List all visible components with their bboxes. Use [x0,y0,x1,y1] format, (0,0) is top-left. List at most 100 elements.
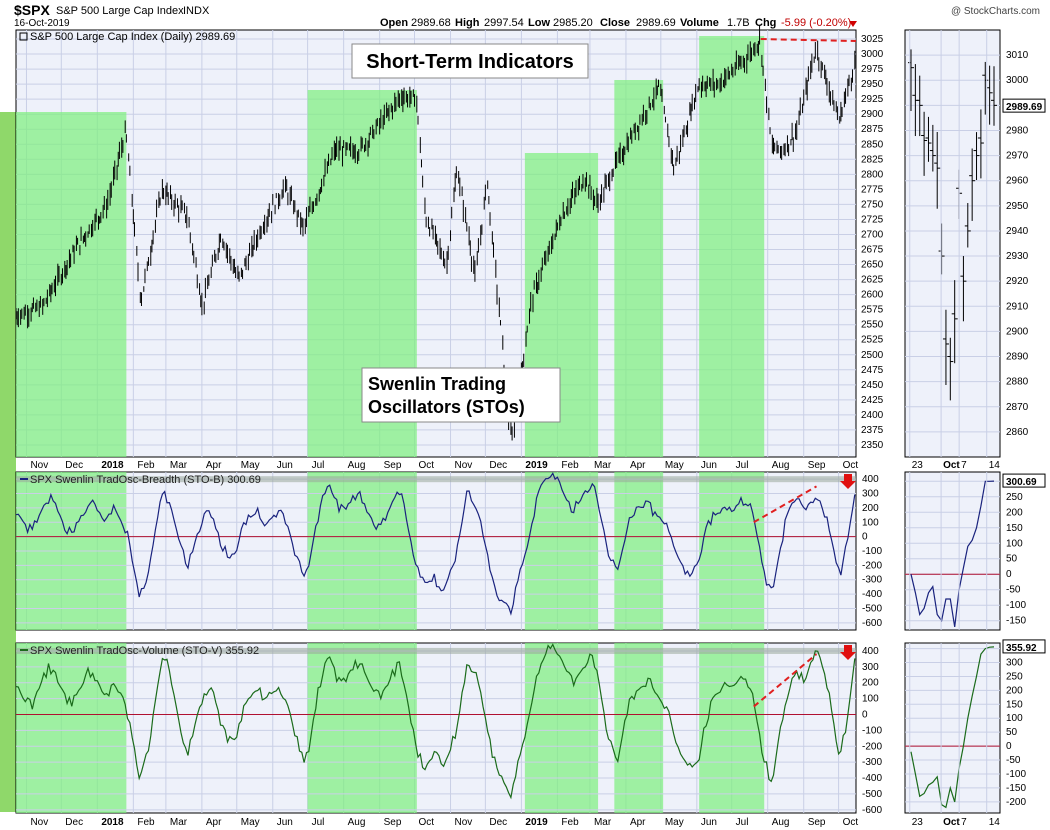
osc-tick-label: -600 [862,618,882,629]
zoom-x-tick-label: Oct [943,460,960,471]
chg-value: -5.99 (-0.20%) [781,17,851,29]
zoom-panel-1 [904,29,1001,458]
osc-tick-label: -200 [862,741,882,752]
current-value-label: 355.92 [1006,643,1037,654]
price-tick-label: 2650 [861,260,884,271]
watermark: @ StockCharts.com [951,6,1040,17]
price-tick-label: 3025 [861,34,884,45]
osc-tick-label: 100 [862,694,879,705]
x-tick-label: Apr [206,460,222,471]
date-label: 16-Oct-2019 [14,18,70,29]
price-tick-label: 2700 [861,229,884,240]
price-tick-label: 2950 [861,79,884,90]
green-zone-osc [307,643,417,813]
x-tick-label: Jul [736,817,749,828]
price-tick-label: 2600 [861,290,884,301]
zoom-tick-label: 2910 [1006,301,1029,312]
green-zone-price [699,36,765,457]
current-value-tag [1002,473,1046,488]
zoom-tick-label: 2920 [1006,276,1029,287]
price-tick-label: 2575 [861,305,884,316]
x-tick-label: Jul [312,817,325,828]
zoom-x-tick-label: 14 [989,460,1001,471]
x-tick-label: Mar [170,817,188,828]
zoom-tick-label: -150 [1006,783,1026,794]
price-tick-label: 2875 [861,124,884,135]
price-legend-icon [19,32,28,41]
osc-tick-label: 300 [862,662,879,673]
price-tick-label: 2350 [861,440,884,451]
osc-series-line [15,643,856,800]
x-tick-label: May [665,817,684,828]
zoom-tick-label: 2930 [1006,251,1029,262]
annotation-short-term: Short-Term Indicators [351,43,589,79]
price-tick-label: 2475 [861,365,884,376]
zoom-x-tick-label: 23 [912,817,924,828]
osc-tick-label: -400 [862,589,882,600]
zoom-tick-label: 2890 [1006,352,1029,363]
price-tick-label: 2800 [861,169,884,180]
osc-tick-label: 100 [862,517,879,528]
annotation-stos-line2: Oscillators (STOs) [368,397,525,417]
green-zone-price [614,80,664,457]
osc-trend-line [753,485,817,524]
price-tick-label: 2975 [861,64,884,75]
green-zone-osc [524,643,599,813]
osc-tick-label: 400 [862,474,879,485]
zoom-tick-label: 200 [1006,685,1023,696]
price-tick-label: 2550 [861,320,884,331]
zoom-tick-label: 2980 [1006,125,1029,136]
x-tick-label: Mar [594,460,612,471]
x-tick-label: 2018 [101,460,124,471]
x-tick-label: Sep [384,817,402,828]
price-tick-label: 2675 [861,245,884,256]
price-bars [15,25,856,441]
x-tick-label: Feb [137,460,155,471]
zoom-panel-2 [904,471,1001,631]
osc-tick-label: -400 [862,773,882,784]
high-value: 2997.54 [484,17,524,29]
x-tick-label: 2019 [525,460,548,471]
high-label: High [455,17,480,29]
x-tick-label: 2019 [525,817,548,828]
x-tick-label: Mar [594,817,612,828]
chg-label: Chg [755,17,776,29]
x-tick-label: Aug [772,460,790,471]
price-tick-label: 2625 [861,275,884,286]
osc-trend-line [753,653,818,708]
current-value-label: 300.69 [1006,477,1037,488]
price-tick-label: 2425 [861,395,884,406]
zoom-panel-3 [904,642,1001,814]
x-tick-label: Sep [808,460,826,471]
zoom-tick-label: 250 [1006,492,1023,503]
price-tick-label: 2725 [861,214,884,225]
osc-tick-label: -600 [862,805,882,816]
zoom-tick-label: 50 [1006,554,1018,565]
osc-tick-label: 300 [862,489,879,500]
price-tick-label: 2450 [861,380,884,391]
zoom-tick-label: -50 [1006,755,1021,766]
price-trend-line [760,38,857,43]
open-value: 2989.68 [411,17,451,29]
x-tick-label: Oct [419,460,435,471]
x-tick-label: 2018 [101,817,124,828]
osc-tick-label: 200 [862,678,879,689]
zoom-x-tick-label: 23 [912,460,924,471]
x-tick-label: Nov [30,817,48,828]
open-label: Open [380,17,408,29]
osc-tick-label: -500 [862,603,882,614]
price-tick-label: 2900 [861,109,884,120]
x-tick-label: Sep [384,460,402,471]
green-zone-price [16,112,127,457]
green-zone-osc [16,643,127,813]
osc-tick-label: -100 [862,725,882,736]
x-tick-label: Aug [348,460,366,471]
close-label: Close [600,17,630,29]
index-name: S&P 500 Large Cap Index [56,5,184,17]
x-tick-label: Feb [137,817,155,828]
osc-title: SPX Swenlin TradOsc-Breadth (STO-B) 300.… [30,474,261,486]
osc-tick-label: 400 [862,646,879,657]
price-tick-label: 2375 [861,425,884,436]
x-tick-label: Dec [65,817,83,828]
